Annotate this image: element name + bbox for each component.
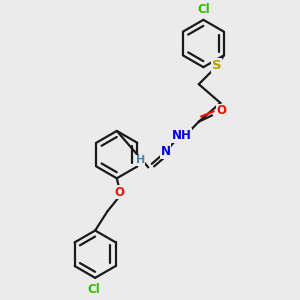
Text: N: N <box>160 145 171 158</box>
Text: H: H <box>136 155 145 165</box>
Text: NH: NH <box>172 129 191 142</box>
Text: Cl: Cl <box>87 283 100 296</box>
Text: O: O <box>216 104 226 117</box>
Text: O: O <box>115 186 125 199</box>
Text: Cl: Cl <box>197 3 210 16</box>
Text: S: S <box>212 59 221 72</box>
